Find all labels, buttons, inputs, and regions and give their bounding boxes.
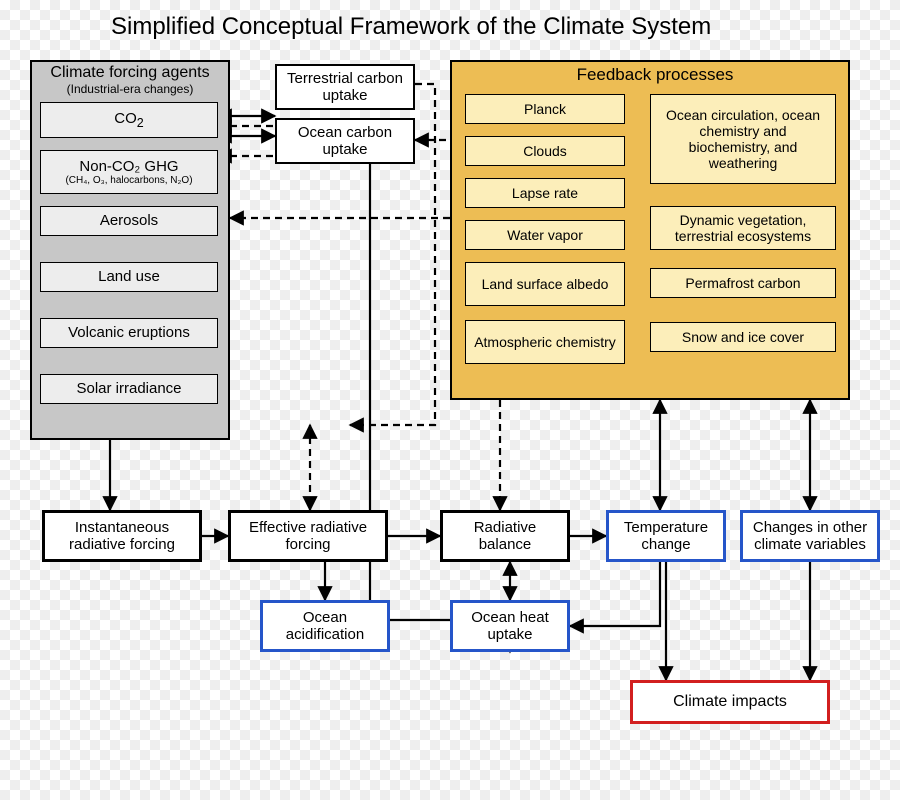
feedback-item: Dynamic vegetation, terrestrial ecosyste…: [650, 206, 836, 250]
edge: [570, 562, 660, 626]
forcing-item: Land use: [40, 262, 218, 292]
page-title: Simplified Conceptual Framework of the C…: [105, 12, 805, 42]
feedback-item: Snow and ice cover: [650, 322, 836, 352]
feedback-item: Planck: [465, 94, 625, 124]
feedback-item: Clouds: [465, 136, 625, 166]
feedback-item: Ocean circulation, ocean chemistry and b…: [650, 94, 836, 184]
terrestrial-uptake-box: Terrestrial carbon uptake: [275, 64, 415, 110]
feedback-item: Permafrost carbon: [650, 268, 836, 298]
effective-rf-box: Effective radiative forcing: [228, 510, 388, 562]
forcing-item-label: CO2: [114, 110, 143, 130]
ocean-uptake-box: Ocean carbon uptake: [275, 118, 415, 164]
feedback-item: Land surface albedo: [465, 262, 625, 306]
forcing-agents-header: Climate forcing agents: [35, 62, 225, 84]
instant-rf-box: Instantaneous radiative forcing: [42, 510, 202, 562]
forcing-item: Non-CO₂ GHG(CH₄, O₃, halocarbons, N₂O): [40, 150, 218, 194]
feedback-item: Water vapor: [465, 220, 625, 250]
forcing-item: Solar irradiance: [40, 374, 218, 404]
other-vars-box: Changes in other climate variables: [740, 510, 880, 562]
ocean-acid-box: Ocean acidification: [260, 600, 390, 652]
feedback-item: Lapse rate: [465, 178, 625, 208]
temp-change-box: Temperature change: [606, 510, 726, 562]
radiative-balance-box: Radiative balance: [440, 510, 570, 562]
feedback-header: Feedback processes: [545, 64, 765, 86]
forcing-item-subline: (CH₄, O₃, halocarbons, N₂O): [65, 175, 192, 187]
climate-impacts-box: Climate impacts: [630, 680, 830, 724]
forcing-item-label: Non-CO₂ GHG: [79, 158, 178, 175]
forcing-agents-subheader: (Industrial-era changes): [35, 82, 225, 98]
ocean-heat-box: Ocean heat uptake: [450, 600, 570, 652]
forcing-item: CO2: [40, 102, 218, 138]
forcing-item: Aerosols: [40, 206, 218, 236]
forcing-item: Volcanic eruptions: [40, 318, 218, 348]
feedback-item: Atmospheric chemistry: [465, 320, 625, 364]
